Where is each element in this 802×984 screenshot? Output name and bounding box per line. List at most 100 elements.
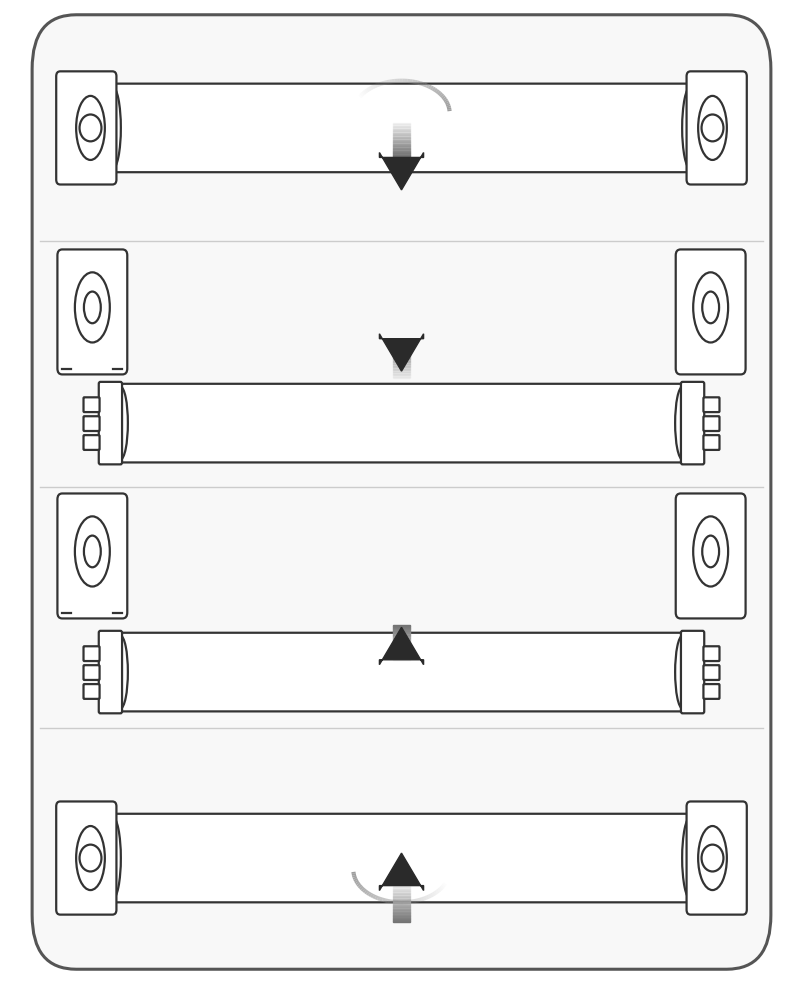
Bar [392,361,410,362]
Bar [392,628,410,629]
Bar [392,901,410,903]
Bar [392,892,410,894]
FancyBboxPatch shape [686,71,746,184]
Ellipse shape [682,87,698,169]
Bar [392,915,410,916]
FancyBboxPatch shape [83,435,99,450]
Bar [392,652,410,654]
Bar [392,144,410,145]
FancyArrow shape [379,153,423,190]
FancyBboxPatch shape [703,684,719,699]
Bar [392,134,410,136]
Bar [392,906,410,907]
Bar [392,897,410,898]
Bar [392,634,410,635]
Ellipse shape [113,387,128,460]
Bar [392,124,410,126]
Bar [392,644,410,645]
Bar [392,648,410,650]
Bar [392,904,410,906]
Bar [392,152,410,154]
Bar [392,369,410,370]
FancyBboxPatch shape [118,384,684,462]
FancyBboxPatch shape [58,493,127,619]
Circle shape [701,114,723,142]
Bar [392,646,410,647]
Ellipse shape [692,517,727,586]
FancyBboxPatch shape [99,382,122,464]
FancyBboxPatch shape [56,801,116,915]
Bar [392,358,410,359]
Bar [392,353,410,354]
FancyBboxPatch shape [83,416,99,431]
FancyBboxPatch shape [83,646,99,661]
Bar [392,651,410,652]
Circle shape [701,844,723,872]
Bar [392,367,410,369]
Bar [392,145,410,147]
Circle shape [79,114,101,142]
Bar [392,910,410,912]
Bar [392,362,410,364]
Bar [392,890,410,892]
Bar [392,657,410,658]
Bar [392,364,410,366]
Bar [392,631,410,632]
Bar [392,895,410,897]
Bar [392,359,410,361]
Bar [392,654,410,655]
Bar [392,635,410,636]
Bar [392,647,410,648]
FancyBboxPatch shape [680,382,703,464]
Bar [392,140,410,141]
Bar [392,374,410,375]
Bar [392,366,410,367]
FancyBboxPatch shape [99,631,122,713]
Bar [392,131,410,133]
Bar [392,136,410,137]
Bar [392,642,410,644]
Bar [392,133,410,134]
FancyBboxPatch shape [110,84,692,172]
Ellipse shape [697,826,726,891]
Bar [392,639,410,641]
Bar [392,141,410,143]
FancyBboxPatch shape [110,814,692,902]
FancyBboxPatch shape [703,435,719,450]
Bar [392,375,410,377]
Bar [392,889,410,890]
Bar [392,919,410,921]
Ellipse shape [83,291,101,323]
Bar [392,354,410,356]
Bar [392,346,410,348]
Bar [392,341,410,343]
Ellipse shape [701,291,719,323]
FancyArrow shape [379,628,423,665]
Bar [392,351,410,353]
FancyBboxPatch shape [680,631,703,713]
FancyBboxPatch shape [32,15,770,969]
FancyBboxPatch shape [56,71,116,184]
Bar [392,137,410,138]
FancyArrow shape [379,853,423,891]
Bar [392,340,410,341]
Circle shape [79,844,101,872]
Bar [392,887,410,889]
FancyBboxPatch shape [703,665,719,680]
Bar [392,912,410,913]
Bar [392,629,410,631]
Ellipse shape [674,387,689,460]
Bar [392,658,410,659]
Bar [392,638,410,639]
Bar [392,886,410,887]
FancyBboxPatch shape [703,398,719,412]
Bar [392,900,410,901]
FancyBboxPatch shape [118,633,684,711]
Bar [392,898,410,900]
Bar [392,143,410,144]
Ellipse shape [692,273,727,342]
Bar [392,356,410,358]
FancyBboxPatch shape [83,684,99,699]
Bar [392,627,410,628]
Bar [392,345,410,346]
